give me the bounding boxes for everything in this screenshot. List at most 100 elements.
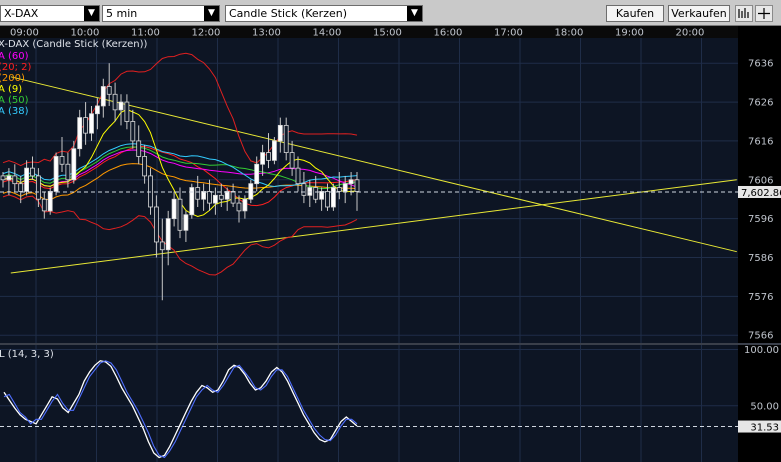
y-tick-label: 100.00: [744, 345, 779, 356]
chevron-down-icon[interactable]: ▼: [407, 6, 422, 21]
x-tick-label: 15:00: [373, 28, 402, 39]
interval-value: 5 min: [106, 7, 138, 20]
oscillator-last-box: [738, 420, 781, 433]
indicator-label: A (38): [0, 106, 29, 117]
oscillator-title: L (14, 3, 3): [0, 349, 54, 360]
candle-body: [0, 175, 6, 181]
candle-body: [260, 152, 266, 165]
candle-body: [189, 187, 195, 216]
price-panel: [0, 38, 738, 343]
candle-body: [18, 183, 24, 192]
y-tick-label: 7576: [748, 292, 773, 303]
x-tick-label: 09:00: [10, 28, 39, 39]
oscillator-signal-line: [3, 360, 358, 459]
candle-body: [236, 202, 242, 212]
crosshair-icon[interactable]: [755, 5, 773, 22]
candle-body: [254, 163, 260, 185]
indicator-label: A (60): [0, 51, 29, 62]
candle-body: [336, 187, 342, 192]
y-axis-band: [738, 26, 781, 462]
y-tick-label: 7626: [748, 98, 773, 109]
candle-body: [348, 179, 354, 185]
x-tick-label: 19:00: [615, 28, 644, 39]
candle-body: [289, 152, 295, 169]
chart-style-value: Candle Stick (Kerzen): [229, 7, 348, 20]
x-tick-label: 18:00: [555, 28, 584, 39]
indicator-label: A (9): [0, 84, 22, 95]
time-axis-band: [0, 26, 738, 38]
y-tick-label: 7586: [748, 253, 773, 264]
buy-button[interactable]: Kaufen: [606, 5, 664, 22]
candle-body: [165, 218, 171, 251]
candle-body: [89, 113, 94, 134]
trendline: [10, 179, 737, 274]
x-tick-label: 12:00: [192, 28, 221, 39]
candle-body: [307, 187, 313, 196]
candle-body: [319, 191, 325, 200]
candle-body: [124, 101, 130, 122]
indicator-label: (200): [0, 73, 25, 84]
instrument-select[interactable]: X-DAX ▼: [0, 5, 100, 22]
candle-body: [171, 198, 177, 220]
candle-body: [12, 175, 18, 185]
y-tick-label: 7616: [748, 136, 773, 147]
candle-body: [153, 206, 159, 243]
chevron-down-icon[interactable]: ▼: [204, 6, 219, 21]
interval-select[interactable]: 5 min ▼: [102, 5, 220, 22]
sell-button[interactable]: Verkaufen: [668, 5, 730, 22]
candle-body: [301, 183, 307, 196]
candle-body: [106, 86, 112, 95]
candle-body: [248, 183, 254, 200]
x-tick-label: 10:00: [71, 28, 100, 39]
candle-body: [325, 191, 330, 208]
indicator-label: (20; 2): [0, 62, 32, 73]
candle-body: [41, 198, 47, 212]
candle-body: [6, 175, 12, 181]
candle-body: [95, 105, 100, 115]
x-tick-label: 11:00: [131, 28, 160, 39]
candle-body: [83, 117, 88, 134]
candle-body: [212, 194, 218, 204]
candle-body: [77, 117, 83, 150]
chevron-down-icon[interactable]: ▼: [84, 6, 99, 21]
candle-body: [148, 175, 153, 208]
trendline: [10, 76, 737, 253]
candle-body: [354, 179, 360, 192]
candle-body: [283, 124, 289, 153]
candle-body: [271, 140, 277, 161]
chart-style-select[interactable]: Candle Stick (Kerzen) ▼: [225, 5, 423, 22]
candle-body: [112, 93, 118, 111]
candle-body: [159, 241, 165, 251]
candle-body: [207, 191, 212, 204]
last-price-label: 7,602.86: [741, 188, 781, 199]
oscillator-main-line: [3, 360, 358, 459]
x-tick-label: 17:00: [494, 28, 523, 39]
indicator-label: A (50): [0, 95, 29, 106]
oscillator-panel: [0, 345, 738, 462]
candle-body: [36, 175, 41, 200]
candle-body: [218, 194, 224, 200]
price-chart: 09:00 10:00 11:00 12:00 13:00 14:00 15:00 16:00…: [0, 26, 781, 462]
toolbar: X-DAX ▼ 5 min ▼ Candle Stick (Kerzen) ▼ …: [0, 0, 781, 26]
candle-body: [330, 187, 336, 208]
candle-body: [277, 124, 283, 142]
y-tick-label: 7566: [748, 331, 773, 342]
bollinger-lower-band: [2, 194, 358, 276]
y-tick-label: 50.00: [750, 401, 779, 412]
candle-body: [142, 156, 148, 177]
candle-body: [53, 156, 59, 192]
x-tick-label: 20:00: [676, 28, 705, 39]
candle-body: [136, 140, 142, 157]
candle-body: [59, 156, 65, 165]
candle-body: [47, 191, 53, 212]
candle-body: [24, 167, 30, 192]
candle-body: [100, 86, 106, 107]
candle-body: [177, 198, 183, 231]
candle-body: [295, 167, 301, 185]
x-tick-label: 14:00: [313, 28, 342, 39]
chart-type-icon[interactable]: [735, 5, 753, 22]
candle-body: [118, 101, 124, 111]
oscillator-last-label: 31.53: [750, 423, 779, 434]
instrument-value: X-DAX: [4, 7, 39, 20]
y-tick-label: 7596: [748, 214, 773, 225]
